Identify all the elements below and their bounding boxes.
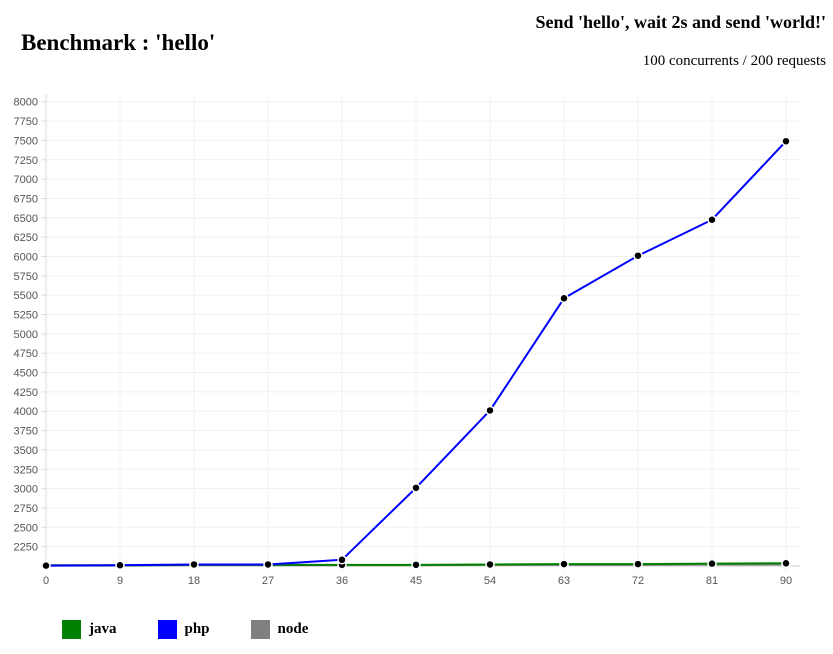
data-point-php[interactable]: [559, 293, 569, 304]
x-tick-label: 54: [484, 575, 496, 587]
data-point-java[interactable]: [485, 559, 495, 570]
y-tick-label: 8000: [14, 97, 38, 109]
y-tick-label: 4750: [14, 348, 38, 360]
x-tick-label: 36: [336, 575, 348, 587]
data-point-php[interactable]: [115, 560, 125, 570]
y-tick-label: 6000: [14, 251, 38, 263]
y-tick-label: 4500: [14, 368, 38, 380]
y-tick-label: 3000: [14, 484, 38, 496]
y-tick-label: 7000: [14, 174, 38, 186]
data-point-php[interactable]: [781, 136, 791, 146]
page-title: Benchmark : 'hello': [21, 30, 216, 55]
chart-subtitle: 100 concurrents / 200 requests: [642, 53, 826, 69]
x-tick-label: 72: [632, 575, 644, 587]
y-tick-label: 6750: [14, 193, 38, 205]
data-point-java[interactable]: [559, 559, 569, 569]
y-tick-label: 5000: [14, 329, 38, 341]
x-tick-label: 90: [780, 575, 792, 587]
y-tick-label: 3500: [14, 445, 38, 457]
legend-item-php[interactable]: php: [157, 620, 210, 639]
data-point-php[interactable]: [411, 483, 421, 493]
x-tick-label: 0: [43, 575, 49, 587]
x-tick-label: 63: [558, 575, 570, 587]
y-tick-label: 6250: [14, 232, 38, 244]
y-tick-label: 7500: [14, 135, 38, 147]
x-tick-label: 27: [262, 575, 274, 587]
legend-label: java: [89, 621, 117, 637]
data-point-php[interactable]: [337, 555, 347, 565]
legend-swatch: [62, 620, 81, 639]
chart-title: Send 'hello', wait 2s and send 'world!': [535, 12, 826, 32]
y-axis-ticks: 2250 2500 2750 3000 3250 3500 3750 4000 4250 4500…: [14, 97, 46, 554]
data-point-php[interactable]: [41, 560, 51, 571]
legend-swatch: [157, 620, 177, 639]
y-tick-label: 2750: [14, 503, 38, 515]
y-tick-label: 4000: [14, 406, 38, 418]
y-tick-label: 4250: [14, 387, 38, 399]
data-point-php[interactable]: [633, 250, 643, 261]
data-point-php[interactable]: [707, 214, 717, 225]
data-point-java[interactable]: [633, 559, 643, 569]
data-point-php[interactable]: [189, 559, 199, 570]
legend-label: node: [277, 621, 309, 637]
chart-axes: [41, 94, 800, 567]
y-tick-label: 2250: [14, 542, 38, 554]
chart-grid: [45, 94, 800, 566]
x-tick-label: 45: [410, 575, 422, 587]
x-tick-label: 9: [117, 575, 123, 587]
data-point-php[interactable]: [485, 405, 495, 416]
x-tick-label: 18: [188, 575, 200, 587]
data-point-java[interactable]: [781, 558, 791, 569]
x-tick-label: 81: [706, 575, 718, 587]
y-tick-label: 3750: [14, 426, 38, 438]
y-tick-label: 3250: [14, 464, 38, 476]
data-point-php[interactable]: [263, 559, 273, 570]
data-point-java[interactable]: [411, 560, 421, 570]
y-tick-label: 6500: [14, 213, 38, 225]
y-tick-label: 7250: [14, 155, 38, 167]
legend-item-java[interactable]: java: [62, 620, 117, 639]
y-tick-label: 5750: [14, 271, 38, 283]
y-tick-label: 5500: [14, 290, 38, 302]
y-tick-label: 5250: [14, 310, 38, 322]
chart-legend: java php node: [62, 620, 349, 639]
series-php: [41, 136, 791, 571]
legend-label: php: [184, 621, 210, 637]
y-tick-label: 2500: [14, 522, 38, 534]
legend-swatch: [250, 620, 270, 639]
chart-series: [41, 136, 791, 571]
legend-item-node[interactable]: node: [250, 620, 309, 639]
y-tick-label: 7750: [14, 116, 38, 128]
data-point-java[interactable]: [707, 558, 717, 569]
